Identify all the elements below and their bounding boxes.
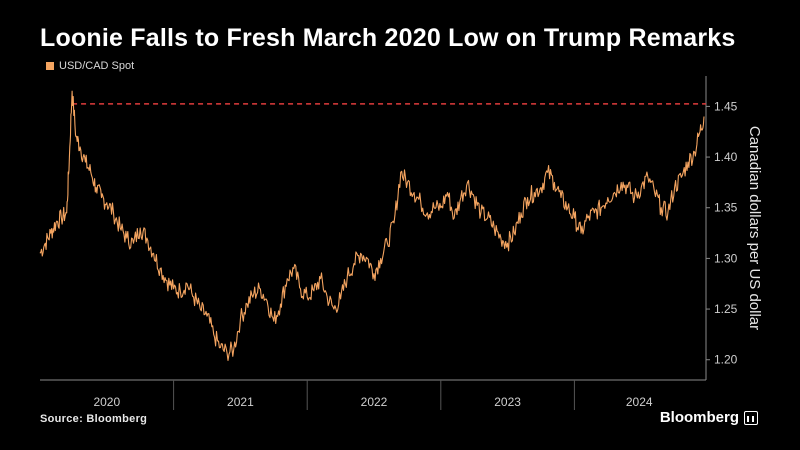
- x-tick-label: 2024: [626, 395, 653, 409]
- chart-title: Loonie Falls to Fresh March 2020 Low on …: [40, 24, 736, 52]
- bloomberg-terminal-icon: [744, 410, 758, 425]
- x-tick-label: 2023: [494, 395, 521, 409]
- series-line-usdcad: [39, 90, 705, 361]
- y-tick-label: 1.20: [714, 353, 738, 367]
- y-tick-label: 1.40: [714, 150, 738, 164]
- brand-name: Bloomberg: [659, 409, 739, 426]
- legend-swatch: [46, 62, 54, 70]
- brand-logo: Bloomberg: [660, 409, 758, 426]
- x-tick-label: 2020: [93, 395, 120, 409]
- x-tick-label: 2021: [227, 395, 254, 409]
- x-tick-label: 2022: [361, 395, 388, 409]
- legend: USD/CAD Spot: [46, 60, 134, 72]
- y-tick-label: 1.25: [714, 302, 738, 316]
- y-tick-label: 1.45: [714, 99, 738, 113]
- legend-label: USD/CAD Spot: [59, 60, 135, 72]
- source-note: Source: Bloomberg: [40, 413, 148, 425]
- y-tick-label: 1.35: [714, 201, 738, 215]
- y-tick-label: 1.30: [714, 251, 738, 265]
- y-axis-title: Canadian dollars per US dollar: [746, 126, 763, 330]
